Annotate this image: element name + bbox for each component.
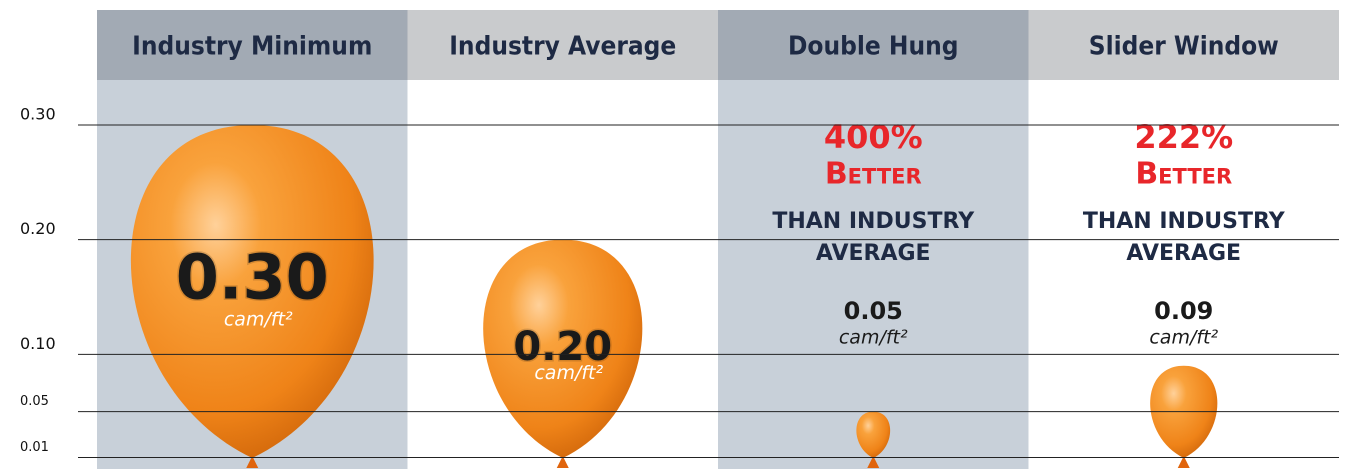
balloon-body [130,125,374,458]
annotation-percent: 222% [1134,118,1233,156]
y-tick-label: 0.01 [20,440,49,455]
column-background [718,80,1029,469]
annotation-note: THAN INDUSTRY [1083,209,1286,234]
column-title: Slider Window [1089,32,1279,62]
balloon-knot [1177,456,1190,468]
balloon [130,125,374,468]
balloon [483,239,643,468]
column-title: Industry Minimum [132,32,372,62]
annotation-note: AVERAGE [816,241,931,266]
column-title: Double Hung [788,32,959,62]
column-header [407,10,718,80]
y-tick-label: 0.10 [20,334,56,353]
value-label: 0.30 [176,241,329,314]
annotation-word: Better [1135,157,1232,192]
unit-label: cam/ft² [224,308,293,330]
y-tick-label: 0.20 [20,219,56,238]
value-label: 0.09 [1154,297,1213,325]
unit-label: cam/ft² [1149,327,1218,349]
annotation-word: Better [825,157,922,192]
y-tick-label: 0.05 [20,394,49,409]
balloon-knot [246,456,259,468]
balloon-knot [556,456,569,468]
column-header [718,10,1029,80]
balloon-body [483,239,643,458]
column-header [97,10,408,80]
column-header [1028,10,1339,80]
unit-label: cam/ft² [839,327,908,349]
annotation-note: THAN INDUSTRY [772,209,975,234]
value-label: 0.20 [513,324,612,370]
balloon-body [856,411,891,458]
annotation-note: AVERAGE [1126,241,1241,266]
y-tick-label: 0.30 [20,105,56,124]
annotation-percent: 400% [824,118,923,156]
column-title: Industry Average [449,32,676,62]
value-label: 0.05 [844,297,903,325]
balloon-knot [867,456,880,468]
unit-label: cam/ft² [534,362,603,384]
balloon [856,411,891,468]
